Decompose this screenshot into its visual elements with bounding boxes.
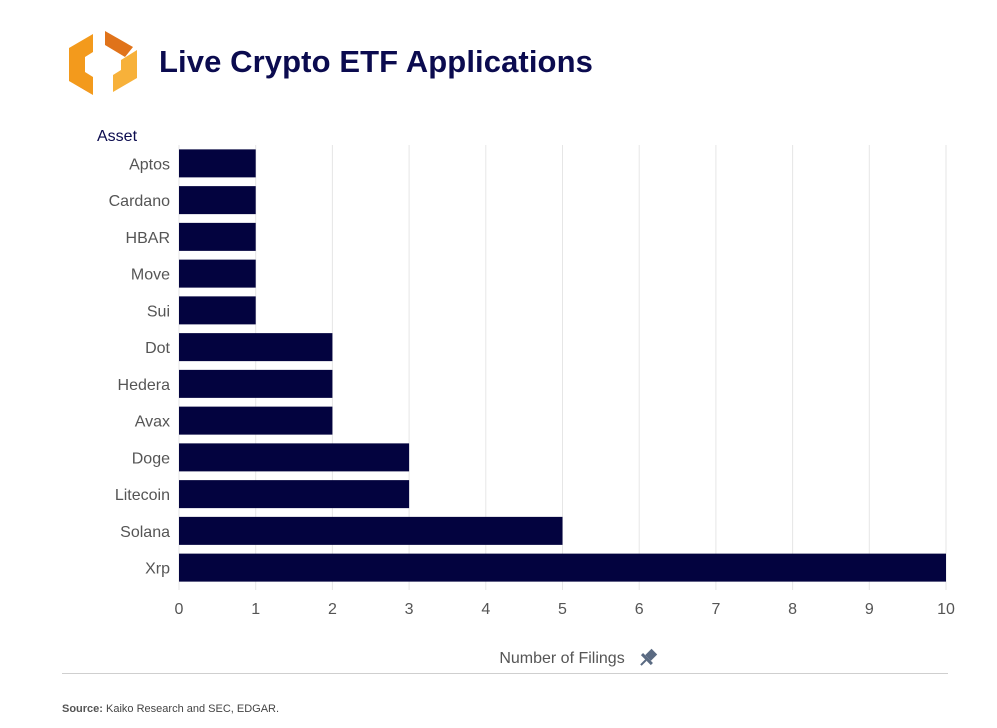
category-label: Avax [135,414,170,431]
category-label: Cardano [109,193,170,210]
bar-xrp [179,553,946,582]
x-tick-label: 6 [635,601,644,618]
bar-hbar [179,222,256,251]
bar-doge [179,443,410,472]
bar-aptos [179,149,256,178]
x-tick-label: 2 [328,601,337,618]
x-tick-label: 5 [558,601,567,618]
category-label: Sui [147,303,170,320]
pin-icon[interactable] [636,647,659,670]
x-tick-label: 7 [711,601,720,618]
divider [62,673,948,674]
x-tick-label: 3 [405,601,414,618]
bar-dot [179,333,333,362]
chart-title: Live Crypto ETF Applications [159,44,593,79]
source-text: Kaiko Research and SEC, EDGAR. [106,703,280,715]
x-tick-label: 8 [788,601,797,618]
category-label: Solana [120,524,170,541]
x-tick-label: 0 [175,601,184,618]
kaiko-logo-icon [63,26,143,100]
category-label: Move [131,267,170,284]
category-label: HBAR [126,230,170,247]
x-tick-label: 4 [481,601,490,618]
bar-litecoin [179,480,410,509]
category-label: Doge [132,450,170,467]
category-label: Aptos [129,156,170,173]
x-tick-label: 10 [937,601,955,618]
category-label: Xrp [145,561,170,578]
bar-avax [179,406,333,435]
y-axis-title: Asset [97,128,138,145]
x-tick-label: 1 [251,601,260,618]
bar-cardano [179,186,256,215]
bar-sui [179,296,256,325]
x-axis-title: Number of Filings [499,650,624,667]
category-label: Litecoin [115,487,170,504]
source-label: Source: [62,703,103,715]
bar-solana [179,516,563,545]
category-label: Hedera [118,377,171,394]
bar-move [179,259,256,288]
bar-hedera [179,369,333,398]
category-label: Dot [145,340,170,357]
source-note: Source: Kaiko Research and SEC, EDGAR. [62,703,279,715]
x-tick-label: 9 [865,601,874,618]
